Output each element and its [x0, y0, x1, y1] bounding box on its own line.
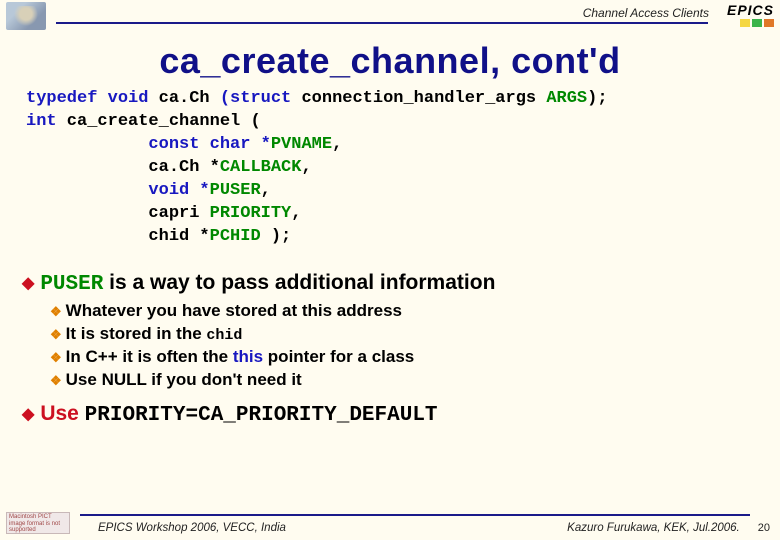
missing-image-badge: Macintosh PICT image format is not suppo… [6, 512, 70, 534]
bullet-level1: ◆ Use PRIORITY=CA_PRIORITY_DEFAULT [22, 402, 780, 427]
bullet-text: PUSER is a way to pass additional inform… [40, 271, 495, 296]
epics-block-1 [740, 19, 750, 27]
epics-block-3 [764, 19, 774, 27]
code-kw: const char * [148, 135, 270, 154]
bullet-text: In C++ it is often the this pointer for … [66, 346, 415, 369]
code-tok: CALLBACK [220, 158, 302, 177]
sub-bullet-icon: ❖ [50, 372, 62, 390]
keyword-this: this [233, 347, 263, 366]
bullet-level1: ◆ PUSER is a way to pass additional info… [22, 271, 780, 296]
sub-bullet-icon: ❖ [50, 349, 62, 367]
code-txt: , [332, 135, 342, 154]
footer-right: Kazuro Furukawa, KEK, Jul.2006. [567, 522, 740, 534]
code-txt: ca.Ch [148, 89, 219, 108]
header-subtitle: Channel Access Clients [583, 6, 709, 20]
diamond-bullet-icon: ◆ [22, 404, 34, 424]
code-txt: chid * [148, 227, 209, 246]
code-txt: capri [148, 204, 209, 223]
inline-code: PUSER [40, 273, 103, 296]
sub-bullet-icon: ❖ [50, 326, 62, 344]
code-indent [26, 227, 148, 246]
code-txt: connection_handler_args [291, 89, 546, 108]
code-txt: , [261, 181, 271, 200]
code-tok: PCHID [210, 227, 261, 246]
bullet-level2: ❖Use NULL if you don't need it [50, 369, 780, 392]
code-block: typedef void ca.Ch (struct connection_ha… [26, 88, 780, 249]
code-txt: ); [261, 227, 292, 246]
code-txt: ); [587, 89, 607, 108]
bullet-list: ◆ PUSER is a way to pass additional info… [22, 271, 780, 427]
code-indent [26, 158, 148, 177]
code-indent [26, 135, 148, 154]
code-kw: (struct [220, 89, 291, 108]
diamond-bullet-icon: ◆ [22, 273, 34, 293]
code-tok: PRIORITY [210, 204, 292, 223]
inline-code: chid [206, 327, 242, 344]
slide-title: ca_create_channel, cont'd [0, 40, 780, 82]
bullet-text: Use NULL if you don't need it [66, 369, 302, 392]
sub-bullet-icon: ❖ [50, 303, 62, 321]
code-indent [26, 204, 148, 223]
code-tok: PVNAME [271, 135, 332, 154]
bullet-text: It is stored in the chid [66, 323, 243, 346]
epics-text: EPICS [727, 2, 774, 18]
bullet-level2: ❖It is stored in the chid [50, 323, 780, 346]
code-kw: int [26, 112, 57, 131]
code-txt: ca.Ch * [148, 158, 219, 177]
bullet-text: Whatever you have stored at this address [66, 300, 402, 323]
code-txt: , [301, 158, 311, 177]
org-logo [6, 2, 46, 30]
code-kw: void * [148, 181, 209, 200]
slide-header: Channel Access Clients EPICS [0, 0, 780, 32]
code-kw: typedef void [26, 89, 148, 108]
footer-left: EPICS Workshop 2006, VECC, India [98, 522, 286, 534]
epics-blocks [740, 19, 774, 27]
code-tok: PUSER [210, 181, 261, 200]
code-indent [26, 181, 148, 200]
page-number: 20 [758, 522, 770, 534]
epics-logo: EPICS [727, 2, 774, 27]
bullet-text: Use PRIORITY=CA_PRIORITY_DEFAULT [40, 402, 437, 427]
epics-block-2 [752, 19, 762, 27]
inline-code: PRIORITY=CA_PRIORITY_DEFAULT [85, 404, 438, 427]
bullet-level2: ❖Whatever you have stored at this addres… [50, 300, 780, 323]
code-tok: ARGS [546, 89, 587, 108]
bullet-level2: ❖In C++ it is often the this pointer for… [50, 346, 780, 369]
slide-footer: Macintosh PICT image format is not suppo… [0, 512, 780, 534]
code-txt: ca_create_channel ( [57, 112, 261, 131]
code-txt: , [291, 204, 301, 223]
header-rule [56, 22, 708, 24]
